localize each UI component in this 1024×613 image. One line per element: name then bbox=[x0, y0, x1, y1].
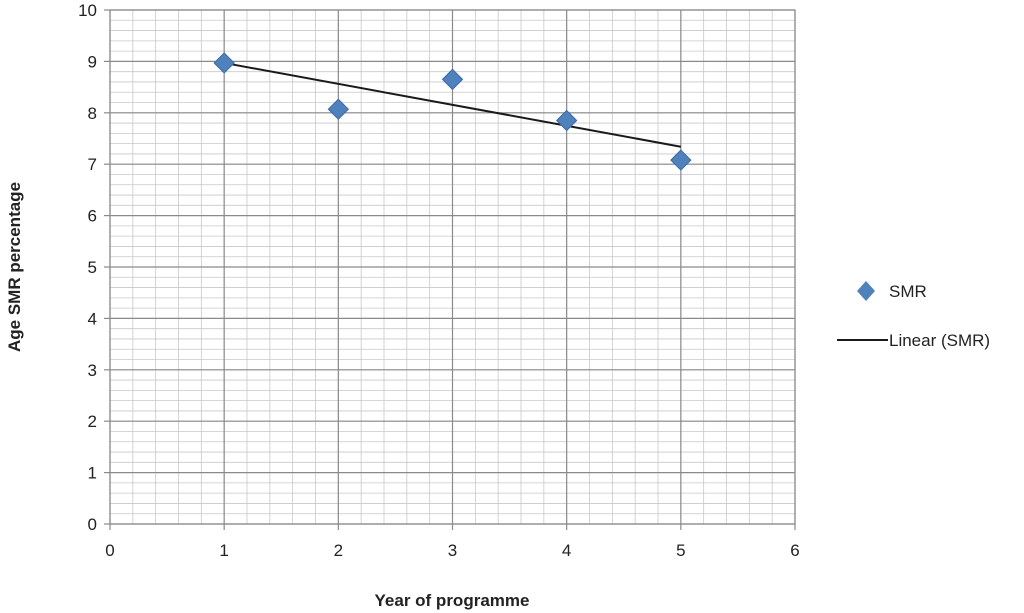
legend-label-linear: Linear (SMR) bbox=[889, 331, 990, 350]
legend-item-smr: SMR bbox=[857, 281, 927, 301]
y-tick-label: 3 bbox=[88, 361, 97, 380]
trendline-linear-smr bbox=[223, 61, 682, 148]
data-point-smr bbox=[441, 68, 464, 91]
y-axis-title: Age SMR percentage bbox=[5, 182, 24, 352]
y-tick-label: 5 bbox=[88, 258, 97, 277]
x-axis-ticks: 0 1 2 3 4 5 6 bbox=[105, 524, 800, 560]
y-tick-label: 8 bbox=[88, 104, 97, 123]
y-tick-label: 7 bbox=[88, 155, 97, 174]
legend-diamond-icon bbox=[857, 281, 875, 301]
x-tick-label: 5 bbox=[676, 541, 685, 560]
y-tick-label: 9 bbox=[88, 52, 97, 71]
y-tick-label: 10 bbox=[78, 1, 97, 20]
y-tick-label: 4 bbox=[88, 309, 97, 328]
y-tick-label: 2 bbox=[88, 412, 97, 431]
y-tick-label: 0 bbox=[88, 515, 97, 534]
legend-item-linear: Linear (SMR) bbox=[837, 331, 990, 350]
y-axis-ticks: 0 1 2 3 4 5 6 7 8 9 10 bbox=[78, 1, 110, 534]
x-tick-label: 3 bbox=[448, 541, 457, 560]
y-tick-label: 1 bbox=[88, 464, 97, 483]
data-point-smr bbox=[327, 98, 350, 120]
legend-label-smr: SMR bbox=[889, 282, 927, 301]
legend: SMR Linear (SMR) bbox=[837, 281, 990, 350]
x-tick-label: 1 bbox=[219, 541, 228, 560]
x-tick-label: 4 bbox=[562, 541, 571, 560]
x-axis-title: Year of programme bbox=[375, 591, 530, 610]
x-tick-label: 2 bbox=[334, 541, 343, 560]
data-point-smr bbox=[555, 109, 578, 132]
x-tick-label: 0 bbox=[105, 541, 114, 560]
data-point-smr bbox=[213, 52, 235, 74]
x-tick-label: 6 bbox=[790, 541, 799, 560]
data-point-smr bbox=[670, 149, 692, 171]
series-layer bbox=[213, 52, 692, 171]
y-tick-label: 6 bbox=[88, 207, 97, 226]
